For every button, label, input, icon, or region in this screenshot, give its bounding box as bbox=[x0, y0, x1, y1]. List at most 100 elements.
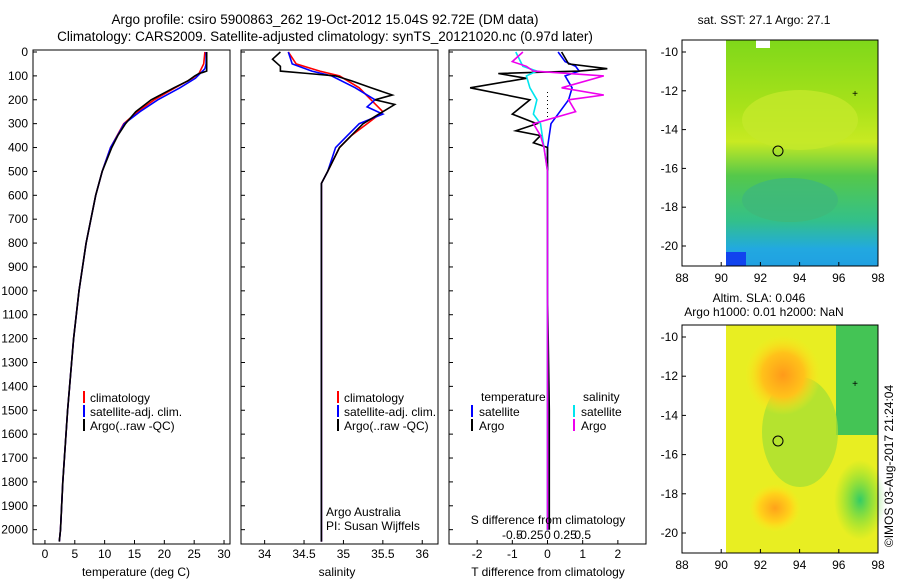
difference-s-tick-label: 0 bbox=[544, 528, 551, 542]
lat-tick-label: -10 bbox=[661, 45, 679, 59]
temperature-x-tick-label: 0 bbox=[42, 547, 49, 561]
difference-series bbox=[469, 51, 608, 530]
temperature-x-tick-label: 10 bbox=[98, 547, 112, 561]
legend-t-argo-label: Argo bbox=[479, 419, 505, 433]
salinity-x-tick-label: 35 bbox=[337, 547, 351, 561]
lat-tick-label: -16 bbox=[661, 448, 679, 462]
lat-tick-label: -12 bbox=[661, 84, 679, 98]
pressure-tick-label: 2000 bbox=[1, 523, 28, 537]
legend-climatology-label: climatology bbox=[90, 391, 150, 405]
sst-map-cool-patch bbox=[742, 178, 838, 222]
salinity-plot-frame bbox=[240, 49, 439, 545]
difference-x-tick-label: -2 bbox=[472, 547, 483, 561]
lat-tick-label: -14 bbox=[661, 408, 679, 422]
pressure-tick-label: 1100 bbox=[2, 308, 28, 322]
lon-tick-label: 98 bbox=[871, 558, 885, 572]
pressure-tick-label: 1300 bbox=[1, 355, 28, 369]
salinity-x-tick-label: 34 bbox=[258, 547, 272, 561]
sst-reference-mark: + bbox=[852, 89, 858, 100]
legend-satellite-label: satellite-adj. clim. bbox=[344, 405, 436, 419]
sst-map-frame bbox=[681, 39, 879, 267]
difference-t-ticks: -2 -1 0 1 2 bbox=[472, 540, 622, 561]
difference-s-tick-label: -0.5 bbox=[502, 528, 523, 542]
salinity-legend: climatology satellite-adj. clim. Argo(..… bbox=[337, 391, 436, 433]
sla-map-high-patch-south bbox=[749, 484, 801, 532]
sla-map-high-patch bbox=[745, 335, 821, 415]
lat-tick-label: -18 bbox=[661, 200, 679, 214]
lat-tick-label: -20 bbox=[661, 526, 679, 540]
sst-map-land-gap bbox=[756, 40, 770, 48]
temperature-x-tick-label: 20 bbox=[158, 547, 172, 561]
lon-tick-label: 88 bbox=[675, 558, 689, 572]
pressure-tick-label: 700 bbox=[8, 212, 28, 226]
sla-reference-mark: + bbox=[852, 379, 858, 390]
difference-x-tick-label: -1 bbox=[507, 547, 518, 561]
pressure-tick-label: 500 bbox=[8, 164, 28, 178]
pressure-tick-label: 100 bbox=[8, 69, 28, 83]
sst-map-field bbox=[726, 40, 878, 266]
pressure-tick-label: 1600 bbox=[1, 427, 28, 441]
salinity-x-tick-label: 35.5 bbox=[371, 547, 395, 561]
pressure-tick-label: 300 bbox=[8, 117, 28, 131]
sst-float-location-marker bbox=[772, 145, 784, 157]
lon-tick-label: 94 bbox=[793, 271, 807, 285]
imos-timestamp-label: ©IMOS 03-Aug-2017 21:24:04 bbox=[882, 385, 896, 548]
temperature-xlabel: temperature (deg C) bbox=[82, 565, 190, 579]
difference-x-tick-label: 0 bbox=[544, 547, 551, 561]
pressure-tick-label: 1900 bbox=[1, 499, 28, 513]
difference-s-tick-label: 0.5 bbox=[574, 528, 591, 542]
temperature-x-tick-label: 25 bbox=[188, 547, 202, 561]
lon-tick-label: 90 bbox=[715, 271, 729, 285]
salinity-x-tick-label: 34.5 bbox=[292, 547, 316, 561]
lon-tick-label: 98 bbox=[871, 271, 885, 285]
pressure-tick-label: 200 bbox=[8, 93, 28, 107]
attribution-line-2: PI: Susan Wijffels bbox=[326, 519, 420, 533]
legend-argo-label: Argo(..raw -QC) bbox=[344, 419, 429, 433]
title-line-2: Climatology: CARS2009. Satellite-adjuste… bbox=[57, 29, 593, 44]
legend-s-satellite-label: satellite bbox=[581, 405, 622, 419]
difference-s-xlabel: S difference from climatology bbox=[471, 513, 626, 527]
sla-map-green-patch bbox=[834, 460, 886, 540]
difference-s-tick-label: -0.25 bbox=[516, 528, 544, 542]
temperature-x-tick-label: 30 bbox=[217, 547, 231, 561]
lon-tick-label: 92 bbox=[754, 558, 768, 572]
legend-salinity-header: salinity bbox=[583, 390, 620, 404]
pressure-tick-label: 900 bbox=[8, 260, 28, 274]
sla-map-title-line-1: Altim. SLA: 0.046 bbox=[713, 291, 806, 305]
temperature-plot-frame bbox=[32, 49, 231, 545]
legend-satellite-label: satellite-adj. clim. bbox=[90, 405, 182, 419]
sla-map: + bbox=[681, 324, 886, 554]
difference-legend: temperature salinity satellite Argo sate… bbox=[471, 390, 622, 433]
legend-t-satellite-label: satellite bbox=[479, 405, 520, 419]
sst-map-warm-patch bbox=[742, 90, 858, 150]
pressure-tick-label: 1700 bbox=[1, 451, 28, 465]
salinity-series-argo-raw-qc- bbox=[271, 51, 397, 542]
lon-tick-label: 96 bbox=[832, 271, 846, 285]
lat-tick-label: -14 bbox=[661, 123, 679, 137]
pressure-tick-label: 1800 bbox=[1, 475, 28, 489]
sla-lon-ticks: 88 90 92 94 96 98 bbox=[675, 549, 885, 572]
sst-lon-ticks: 88 90 92 94 96 98 bbox=[675, 262, 885, 285]
salinity-x-ticks: 34 34.5 35 35.5 36 bbox=[258, 540, 429, 561]
pressure-axis: 0 100 200 300 400 500 600 700 800 900 1000 1100 1200… bbox=[1, 45, 28, 537]
salinity-xlabel: salinity bbox=[319, 565, 356, 579]
pressure-tick-label: 1500 bbox=[1, 403, 28, 417]
difference-s-tick-label: 0.25 bbox=[553, 528, 577, 542]
pressure-tick-label: 800 bbox=[8, 236, 28, 250]
pressure-tick-label: 1000 bbox=[1, 284, 28, 298]
pressure-tick-label: 1200 bbox=[1, 332, 28, 346]
lat-tick-label: -16 bbox=[661, 161, 679, 175]
legend-temperature-header: temperature bbox=[481, 390, 546, 404]
sst-map-title: sat. SST: 27.1 Argo: 27.1 bbox=[698, 13, 831, 27]
difference-t-xlabel: T difference from climatology bbox=[471, 565, 625, 579]
salinity-x-tick-label: 36 bbox=[416, 547, 430, 561]
sla-lat-ticks: -10 -12 -14 -16 -18 -20 bbox=[661, 330, 686, 540]
lon-tick-label: 94 bbox=[793, 558, 807, 572]
lat-tick-label: -18 bbox=[661, 487, 679, 501]
lon-tick-label: 92 bbox=[754, 271, 768, 285]
title-line-1: Argo profile: csiro 5900863_262 19-Oct-2… bbox=[111, 12, 539, 27]
legend-s-argo-label: Argo bbox=[581, 419, 607, 433]
sla-map-green-region bbox=[836, 325, 878, 435]
pressure-tick-marks bbox=[33, 51, 453, 531]
